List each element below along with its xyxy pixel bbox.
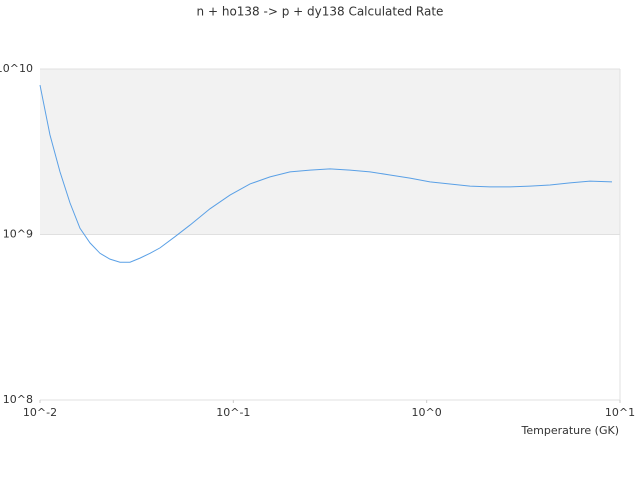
y-tick-label: 10^9 (3, 228, 33, 241)
x-tick-label: 10^-2 (23, 406, 57, 419)
plot-band (40, 69, 620, 235)
data-line (39, 84, 613, 263)
y-tick-label: 10^10 (0, 62, 33, 75)
x-axis-label: Temperature (GK) (521, 424, 620, 437)
chart-title: n + ho138 -> p + dy138 Calculated Rate (197, 5, 444, 19)
x-tick-label: 10^-1 (216, 406, 250, 419)
x-tick-label: 10^1 (605, 406, 635, 419)
y-tick-label: 10^8 (3, 393, 33, 406)
x-tick-label: 10^0 (412, 406, 442, 419)
